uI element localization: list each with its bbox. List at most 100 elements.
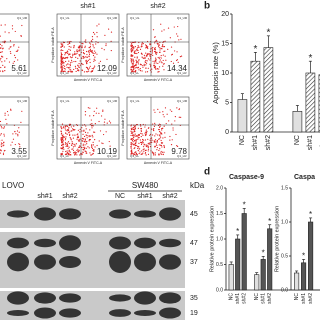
flow-dot bbox=[67, 70, 69, 73]
flow-dot bbox=[144, 126, 146, 128]
flow-dot bbox=[69, 66, 71, 68]
flow-dot bbox=[131, 153, 133, 155]
flow-dot bbox=[130, 69, 132, 71]
flow-dot bbox=[154, 122, 156, 124]
flow-dot bbox=[77, 136, 80, 138]
flow-dot bbox=[15, 133, 17, 135]
flow-dot bbox=[84, 139, 87, 141]
flow-dot bbox=[73, 45, 75, 47]
flow-dot bbox=[92, 136, 94, 138]
flow-dot bbox=[5, 118, 7, 120]
flow-dot bbox=[10, 46, 12, 48]
flow-dot bbox=[135, 154, 137, 156]
flow-dot bbox=[144, 139, 147, 141]
flow-dot bbox=[82, 55, 85, 58]
bar bbox=[292, 111, 303, 133]
flow-dot bbox=[16, 50, 18, 52]
flow-dot bbox=[130, 51, 133, 53]
flow-dot bbox=[133, 129, 135, 131]
flow-dot bbox=[133, 65, 135, 67]
flow-dot bbox=[135, 70, 137, 72]
flow-dot bbox=[142, 146, 145, 148]
flow-dot bbox=[157, 108, 159, 110]
flow-dot bbox=[154, 67, 156, 69]
flow-dot bbox=[102, 110, 104, 112]
flow-dot bbox=[89, 58, 91, 60]
flow-dot bbox=[85, 152, 87, 154]
flow-dot bbox=[78, 70, 80, 72]
flow-dot bbox=[135, 135, 137, 137]
flow-dot bbox=[60, 137, 62, 139]
flow-dot bbox=[176, 51, 178, 53]
flow-dot bbox=[176, 145, 179, 148]
flow-dot bbox=[159, 59, 161, 61]
flow-dot bbox=[132, 49, 134, 52]
flow-dot bbox=[92, 45, 94, 47]
flow-dot bbox=[144, 132, 146, 134]
flow-dot bbox=[4, 60, 6, 62]
flow-dot bbox=[79, 45, 81, 47]
flow-dot bbox=[154, 36, 156, 38]
flow-dot bbox=[78, 139, 80, 141]
flow-dot bbox=[90, 40, 93, 42]
flow-dot bbox=[137, 145, 139, 147]
flow-dot bbox=[110, 49, 112, 52]
flow-dot bbox=[93, 115, 95, 117]
flow-dot bbox=[157, 43, 159, 45]
flow-dot bbox=[149, 55, 151, 57]
column-header: sh#1 bbox=[80, 3, 95, 10]
flow-dot bbox=[131, 46, 133, 48]
flow-dot bbox=[14, 30, 16, 33]
flow-dot bbox=[83, 129, 85, 131]
flow-dot bbox=[93, 150, 95, 152]
flow-dot bbox=[93, 131, 95, 133]
flow-dot bbox=[143, 139, 145, 141]
flow-dot bbox=[65, 145, 67, 147]
flow-dot bbox=[6, 58, 8, 60]
significance-mark: * bbox=[308, 53, 312, 64]
flow-dot bbox=[145, 59, 147, 62]
flow-dot bbox=[66, 125, 69, 128]
flow-dot bbox=[147, 58, 150, 60]
flow-dot bbox=[76, 134, 78, 136]
flow-dot bbox=[70, 130, 72, 132]
flow-dot bbox=[90, 154, 92, 156]
flow-dot bbox=[2, 64, 4, 66]
flow-dot bbox=[87, 132, 89, 134]
flow-dot bbox=[132, 154, 135, 156]
flow-dot bbox=[96, 25, 98, 27]
flow-dot bbox=[81, 127, 83, 129]
y-tick-label: 10 bbox=[221, 70, 229, 77]
flow-dot bbox=[136, 66, 138, 68]
flow-dot bbox=[138, 148, 140, 150]
flow-dot bbox=[144, 57, 146, 59]
flow-dot bbox=[155, 62, 157, 64]
flow-dot bbox=[149, 59, 151, 61]
flow-dot bbox=[154, 49, 157, 51]
flow-dot bbox=[141, 53, 143, 55]
flow-dot bbox=[132, 58, 134, 60]
blot-band bbox=[59, 235, 81, 251]
chart-title: Caspase-9 bbox=[229, 174, 264, 181]
flow-dot bbox=[134, 127, 136, 130]
flow-dot bbox=[158, 61, 160, 63]
flow-dot bbox=[17, 135, 19, 137]
flow-dot bbox=[96, 107, 98, 109]
flow-dot bbox=[130, 134, 132, 137]
flow-dot bbox=[102, 133, 105, 136]
flow-dot bbox=[0, 51, 1, 54]
flow-dot bbox=[135, 50, 137, 52]
flow-dot bbox=[10, 144, 12, 146]
flow-dot bbox=[159, 148, 161, 150]
flow-dot bbox=[103, 121, 106, 123]
flow-dot bbox=[75, 70, 77, 73]
flow-dot bbox=[0, 134, 1, 136]
flow-dot bbox=[93, 47, 95, 49]
flow-dot bbox=[72, 128, 74, 130]
flow-dot bbox=[156, 144, 158, 147]
bar bbox=[263, 47, 274, 133]
flow-dot bbox=[90, 135, 92, 137]
flow-dot bbox=[83, 147, 86, 150]
flow-dot bbox=[60, 125, 62, 128]
flow-dot bbox=[76, 68, 78, 70]
